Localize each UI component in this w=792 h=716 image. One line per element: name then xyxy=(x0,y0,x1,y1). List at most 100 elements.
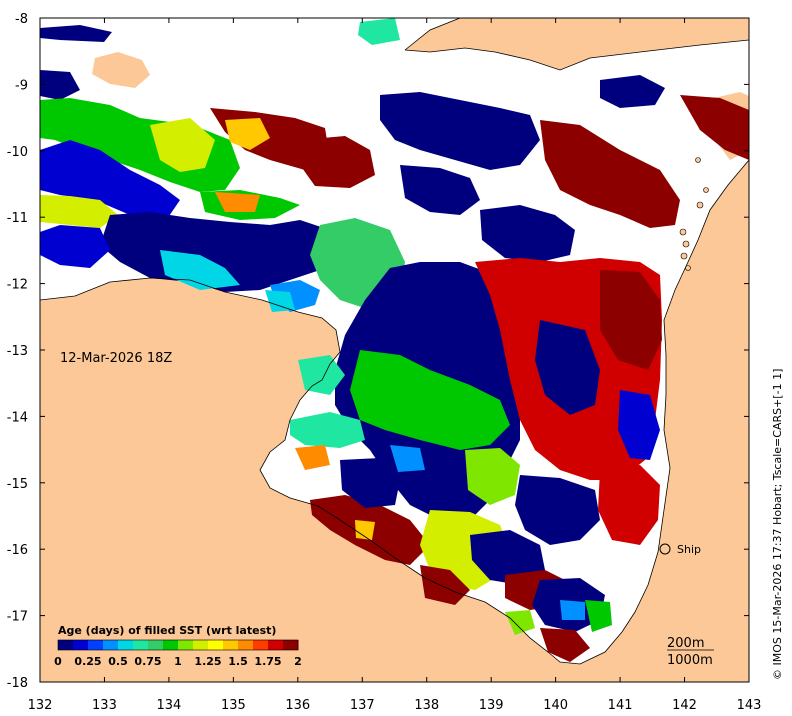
sst-patch xyxy=(560,600,585,620)
sst-patch xyxy=(505,610,535,635)
colorbar-segment xyxy=(148,640,164,650)
coastline-papua xyxy=(404,18,749,71)
sst-patch xyxy=(298,355,345,395)
sst-patch xyxy=(100,212,340,292)
contour-label-1000m: 1000m xyxy=(667,653,713,668)
colorbar-segment xyxy=(58,640,74,650)
sst-patch xyxy=(598,465,660,545)
legend-tick-label: 1 xyxy=(174,655,182,668)
y-tick-label: -15 xyxy=(7,477,28,492)
x-tick-label: 142 xyxy=(672,698,697,713)
x-tick-label: 137 xyxy=(350,698,375,713)
colorbar-segment xyxy=(73,640,89,650)
colorbar-segment xyxy=(208,640,224,650)
sst-age-patches xyxy=(40,18,749,662)
legend-tick-label: 1.5 xyxy=(228,655,248,668)
y-axis: -8 -9 -10 -11 -12 -13 -14 -15 -16 -17 -18 xyxy=(7,12,749,691)
sst-patch xyxy=(160,250,240,290)
colorbar-segment xyxy=(223,640,239,650)
colorbar-segment xyxy=(268,640,284,650)
x-tick-label: 143 xyxy=(737,698,762,713)
y-tick-label: -8 xyxy=(15,12,28,27)
colorbar-segment xyxy=(193,640,209,650)
y-tick-label: -11 xyxy=(7,211,28,226)
legend-ticks: 0 0.25 0.5 0.75 1 1.25 1.5 1.75 2 xyxy=(54,655,302,668)
y-tick-label: -13 xyxy=(7,344,28,359)
legend-tick-label: 0.75 xyxy=(134,655,161,668)
sst-patch xyxy=(350,350,510,450)
legend-colorbar xyxy=(58,640,299,650)
colorbar-segment xyxy=(103,640,119,650)
sst-patch xyxy=(340,458,400,508)
sst-patch xyxy=(535,320,600,415)
legend-tick-label: 0 xyxy=(54,655,62,668)
y-tick-label: -10 xyxy=(7,145,28,160)
legend-tick-label: 0.5 xyxy=(108,655,128,668)
sst-patch xyxy=(600,75,665,108)
y-tick-label: -9 xyxy=(15,78,28,93)
sst-patch xyxy=(215,192,260,212)
sst-patch xyxy=(150,118,215,172)
map-plot-area xyxy=(40,18,749,682)
sst-patch xyxy=(540,120,680,228)
x-tick-label: 136 xyxy=(285,698,310,713)
sst-patch xyxy=(358,18,400,45)
sst-patch xyxy=(300,136,375,188)
sst-patch xyxy=(290,412,365,448)
x-tick-label: 141 xyxy=(608,698,633,713)
colorbar-segment xyxy=(118,640,134,650)
x-tick-label: 138 xyxy=(414,698,439,713)
sst-patch xyxy=(600,270,662,370)
sst-patch xyxy=(540,628,590,662)
y-tick-label: -17 xyxy=(7,610,28,625)
sst-patch xyxy=(585,600,612,632)
colorbar-segment xyxy=(238,640,254,650)
contour-label-200m: 200m xyxy=(667,636,704,651)
sst-patch xyxy=(40,195,118,228)
sst-patch xyxy=(390,445,425,472)
legend-colorbar-frame xyxy=(57,639,299,651)
colorbar-segment xyxy=(253,640,269,650)
sst-patch xyxy=(40,25,112,42)
sst-patch xyxy=(225,118,270,150)
credit-text: © IMOS 15-Mar-2026 17:37 Hobart; Tscale=… xyxy=(771,369,784,680)
x-tick-label: 139 xyxy=(479,698,504,713)
x-tick-label: 140 xyxy=(543,698,568,713)
sst-patch xyxy=(618,390,660,460)
ship-marker xyxy=(659,543,671,555)
x-tick-label: 132 xyxy=(28,698,53,713)
colorbar-segment xyxy=(178,640,194,650)
x-tick-label: 135 xyxy=(221,698,246,713)
torres-strait-islands xyxy=(679,157,709,271)
land-papua xyxy=(405,18,749,70)
y-tick-label: -12 xyxy=(7,278,28,293)
sst-patch xyxy=(295,445,330,470)
land-aru-islands xyxy=(92,52,150,88)
sst-patch xyxy=(265,290,295,312)
colorbar-segment xyxy=(283,640,299,650)
sst-patch xyxy=(515,475,600,545)
legend-tick-label: 0.25 xyxy=(74,655,101,668)
sst-patch xyxy=(355,520,375,540)
x-axis: 132 133 134 135 136 137 138 139 140 141 142 143 xyxy=(28,18,762,713)
ship-label: Ship xyxy=(677,543,701,556)
x-tick-label: 134 xyxy=(156,698,181,713)
sst-patch xyxy=(40,140,180,222)
sst-patch xyxy=(480,205,575,262)
legend-tick-label: 2 xyxy=(294,655,302,668)
sst-patch xyxy=(40,225,110,268)
x-tick-label: 133 xyxy=(92,698,117,713)
y-tick-label: -18 xyxy=(7,676,28,691)
y-tick-label: -14 xyxy=(7,410,28,425)
colorbar-segment xyxy=(133,640,149,650)
legend-tick-label: 1.75 xyxy=(254,655,281,668)
sst-patch xyxy=(420,565,470,605)
sst-patch xyxy=(380,92,540,170)
sst-patch xyxy=(465,448,520,505)
colorbar-segment xyxy=(88,640,104,650)
coastline xyxy=(40,159,749,665)
y-tick-label: -16 xyxy=(7,543,28,558)
sst-patch xyxy=(680,95,749,160)
